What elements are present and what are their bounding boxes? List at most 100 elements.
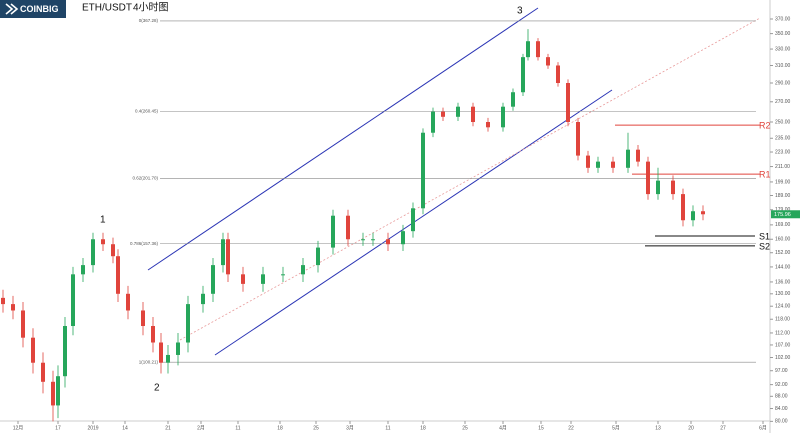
x-tick-label: 27 xyxy=(720,425,726,431)
y-tick-label: 270.00 xyxy=(775,99,791,105)
y-tick-label: 136.00 xyxy=(775,279,791,285)
x-tick-label: 11 xyxy=(385,425,390,431)
wave-label: 1 xyxy=(100,215,106,226)
fib-label: 0.786(157.36) xyxy=(130,241,159,246)
candle-body xyxy=(56,376,60,406)
candle-body xyxy=(636,149,640,162)
wave-label: 2 xyxy=(154,383,160,394)
fib-label: 1(100.21) xyxy=(139,359,159,364)
candle-body xyxy=(441,111,445,117)
y-tick-label: 124.00 xyxy=(775,304,791,310)
x-tick-label: 6月 xyxy=(759,425,767,431)
y-tick-label: 310.00 xyxy=(775,63,791,69)
candle-body xyxy=(316,247,320,266)
logo-box xyxy=(0,0,66,18)
candle-body xyxy=(691,211,695,221)
candle-body xyxy=(361,239,365,241)
candle-body xyxy=(346,215,350,240)
x-tick-label: 22 xyxy=(568,425,574,431)
x-tick-label: 25 xyxy=(462,425,468,431)
candle-body xyxy=(701,211,705,215)
logo: COINBIG xyxy=(20,4,59,14)
y-tick-label: 152.00 xyxy=(775,250,791,256)
candle-body xyxy=(51,381,55,406)
candle-body xyxy=(546,57,550,66)
candle-body xyxy=(421,132,425,209)
candle-body xyxy=(176,342,180,355)
y-tick-label: 80.00 xyxy=(775,419,788,425)
candle-body xyxy=(111,244,115,257)
pair: ETH/USDT xyxy=(82,3,132,14)
candle-body xyxy=(521,57,525,93)
candle-body xyxy=(471,106,475,123)
x-tick-label: 21 xyxy=(165,425,171,431)
y-tick-label: 250.00 xyxy=(775,119,791,125)
candle-body xyxy=(159,342,163,363)
interval: 4小时图 xyxy=(133,2,169,14)
x-tick-label: 12月 xyxy=(13,425,24,431)
candle-body xyxy=(21,310,25,338)
candle-body xyxy=(11,304,15,311)
x-tick-label: 18 xyxy=(277,425,283,431)
x-tick-label: 14 xyxy=(122,425,128,431)
y-tick-label: 84.00 xyxy=(775,406,788,412)
channel-upper xyxy=(147,7,539,271)
x-tick-label: 25 xyxy=(313,425,319,431)
candle-body xyxy=(63,326,67,377)
candle-body xyxy=(221,239,225,266)
candle-body xyxy=(166,354,170,363)
candle-body xyxy=(1,297,5,305)
candle-body xyxy=(331,215,335,248)
fib-label: 0.4(260.45) xyxy=(135,108,159,113)
candle-body xyxy=(626,149,630,168)
x-tick-label: 11 xyxy=(235,425,240,431)
candle-body xyxy=(211,265,215,294)
candle-body xyxy=(281,274,285,276)
candle-body xyxy=(456,106,460,117)
candle-body xyxy=(526,41,530,58)
y-tick-label: 112.00 xyxy=(775,330,790,336)
y-tick-label: 97.00 xyxy=(775,368,788,374)
y-tick-label: 169.00 xyxy=(775,222,791,228)
candle-body xyxy=(536,41,540,58)
candle-body xyxy=(226,239,230,275)
candle-body xyxy=(671,180,675,195)
candle-body xyxy=(656,180,660,195)
level-label: R1 xyxy=(759,170,771,180)
x-tick-label: 3月 xyxy=(346,425,354,431)
level-label: R2 xyxy=(759,121,771,131)
y-tick-label: 235.00 xyxy=(775,136,791,142)
level-label: S1 xyxy=(759,231,770,241)
candle-body xyxy=(501,106,505,128)
candle-body xyxy=(386,239,390,245)
candle-body xyxy=(681,194,685,221)
candle-body xyxy=(71,274,75,327)
y-tick-label: 350.00 xyxy=(775,31,791,37)
y-tick-label: 160.00 xyxy=(775,237,791,243)
x-tick-label: 5月 xyxy=(612,425,620,431)
x-tick-label: 17 xyxy=(55,425,61,431)
candle-body xyxy=(586,155,590,168)
y-tick-label: 199.00 xyxy=(775,179,791,185)
x-tick-label: 2月 xyxy=(197,425,205,431)
candle-body xyxy=(556,65,560,84)
level-label: S2 xyxy=(759,241,770,251)
y-tick-label: 92.00 xyxy=(775,382,788,388)
channel-middle xyxy=(179,17,761,341)
y-tick-label: 189.00 xyxy=(775,193,791,199)
y-tick-label: 102.00 xyxy=(775,355,791,361)
candle-body xyxy=(576,122,580,156)
y-tick-label: 144.00 xyxy=(775,264,791,270)
y-tick-label: 211.00 xyxy=(775,164,790,170)
candle-body xyxy=(486,122,490,128)
candle-body xyxy=(116,256,120,294)
candle-body xyxy=(201,293,205,305)
candle-body xyxy=(101,239,105,245)
fib-label: 0.62(201.70) xyxy=(132,176,158,181)
candle-body xyxy=(371,239,375,241)
candle-body xyxy=(31,337,35,363)
x-tick-label: 15 xyxy=(538,425,544,431)
fib-label: 0(367.28) xyxy=(139,18,159,23)
